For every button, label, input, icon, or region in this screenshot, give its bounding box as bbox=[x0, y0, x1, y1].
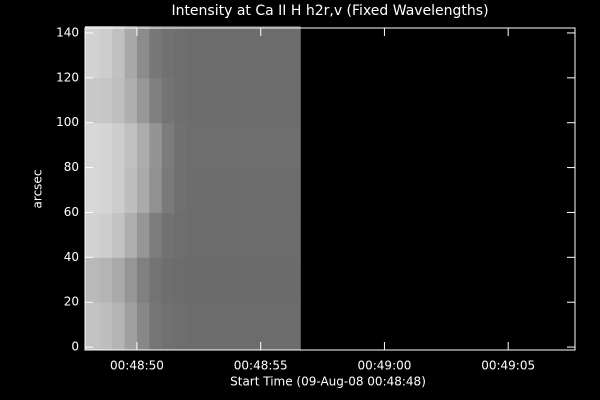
heatmap-cell bbox=[112, 77, 126, 124]
heatmap-cell bbox=[112, 302, 126, 350]
heatmap-cell bbox=[85, 302, 101, 350]
heatmap-cell bbox=[136, 26, 150, 79]
heatmap-cell bbox=[174, 122, 187, 169]
heatmap-cell bbox=[174, 302, 187, 350]
y-tick-label: 20 bbox=[64, 295, 79, 309]
heatmap-cell bbox=[85, 257, 101, 303]
plot-frame bbox=[84, 27, 576, 351]
heatmap-cell bbox=[124, 167, 138, 213]
heatmap-cell bbox=[85, 26, 101, 79]
heatmap-cell bbox=[174, 167, 187, 213]
heatmap-cell bbox=[124, 302, 138, 350]
heatmap-cell bbox=[149, 167, 163, 213]
heatmap-cell bbox=[161, 122, 175, 169]
heatmap-cell bbox=[112, 26, 126, 79]
heatmap-cell bbox=[85, 167, 101, 213]
y-tick-label: 60 bbox=[64, 205, 79, 219]
heatmap-cell bbox=[174, 212, 187, 258]
y-axis-label: arcsec bbox=[31, 170, 45, 209]
heatmap-cell bbox=[174, 77, 187, 124]
heatmap-cell bbox=[136, 77, 150, 124]
heatmap-cell bbox=[174, 257, 187, 303]
y-tick-label: 100 bbox=[56, 115, 79, 129]
heatmap-cell bbox=[124, 77, 138, 124]
heatmap-cell bbox=[85, 122, 101, 169]
heatmap-cell bbox=[149, 26, 163, 79]
x-axis-label: Start Time (09-Aug-08 00:48:48) bbox=[230, 375, 426, 389]
heatmap-cell bbox=[161, 302, 175, 350]
heatmap-cell bbox=[149, 212, 163, 258]
heatmap-cell bbox=[124, 212, 138, 258]
heatmap-cell bbox=[124, 26, 138, 79]
heatmap-cell bbox=[99, 77, 113, 124]
y-tick-label: 40 bbox=[64, 250, 79, 264]
heatmap-cell bbox=[161, 257, 175, 303]
heatmap-cell bbox=[99, 302, 113, 350]
heatmap-cell bbox=[85, 77, 101, 124]
heatmap-cell bbox=[99, 122, 113, 169]
heatmap-cell bbox=[112, 212, 126, 258]
heatmap-cell bbox=[149, 122, 163, 169]
heatmap-cell bbox=[161, 77, 175, 124]
heatmap-cell bbox=[186, 212, 301, 258]
heatmap-cell bbox=[136, 167, 150, 213]
heatmap-cell bbox=[99, 167, 113, 213]
heatmap-cell bbox=[136, 302, 150, 350]
heatmap-cell bbox=[112, 257, 126, 303]
heatmap-cell bbox=[186, 77, 301, 124]
x-tick-label: 00:49:00 bbox=[357, 359, 411, 373]
heatmap-cell bbox=[149, 302, 163, 350]
heatmap-cell bbox=[85, 212, 101, 258]
heatmap-cell bbox=[186, 26, 301, 79]
heatmap-cell bbox=[161, 26, 175, 79]
heatmap-cell bbox=[136, 257, 150, 303]
heatmap-cell bbox=[99, 212, 113, 258]
heatmap-cell bbox=[124, 257, 138, 303]
x-tick-label: 00:49:05 bbox=[481, 359, 535, 373]
heatmap-cell bbox=[149, 257, 163, 303]
heatmap-cell bbox=[112, 122, 126, 169]
chart-title: Intensity at Ca II H h2r,v (Fixed Wavele… bbox=[171, 3, 488, 19]
y-tick-label: 0 bbox=[71, 340, 79, 354]
heatmap-cell bbox=[161, 212, 175, 258]
x-tick-label: 00:48:55 bbox=[234, 359, 288, 373]
heatmap-cell bbox=[136, 122, 150, 169]
heatmap-cell bbox=[99, 257, 113, 303]
heatmap-cell bbox=[124, 122, 138, 169]
y-tick-label: 120 bbox=[56, 70, 79, 84]
heatmap-cell bbox=[186, 257, 301, 303]
heatmap-cell bbox=[186, 302, 301, 350]
heatmap-cell bbox=[112, 167, 126, 213]
heatmap-cell bbox=[149, 77, 163, 124]
heatmap-cell bbox=[186, 122, 301, 169]
heatmap-cell bbox=[136, 212, 150, 258]
heatmap-cell bbox=[99, 26, 113, 79]
heatmap-cell bbox=[174, 26, 187, 79]
heatmap-cell bbox=[186, 167, 301, 213]
y-tick-label: 140 bbox=[56, 25, 79, 39]
y-tick-label: 80 bbox=[64, 160, 79, 174]
x-tick-label: 00:48:50 bbox=[110, 359, 164, 373]
heatmap-cell bbox=[161, 167, 175, 213]
